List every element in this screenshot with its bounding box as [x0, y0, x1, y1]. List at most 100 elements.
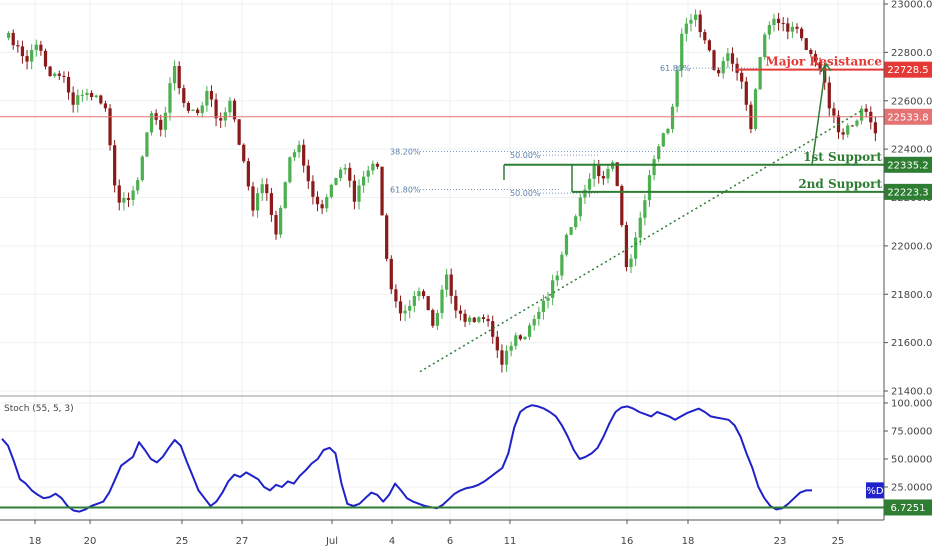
candle-body	[85, 92, 89, 96]
candle-body	[758, 57, 762, 90]
candle-body	[311, 181, 315, 197]
candle-body	[440, 289, 444, 314]
price-tag	[884, 156, 932, 173]
candle-body	[20, 46, 25, 57]
candle-body	[675, 70, 679, 107]
candle-body	[113, 145, 117, 186]
candle-body	[620, 186, 624, 226]
candle-body	[541, 300, 546, 312]
candle-body	[246, 161, 250, 187]
stoch-reference-label: 6.7251	[891, 503, 926, 514]
candle-body	[375, 163, 380, 167]
candle-body	[260, 184, 264, 194]
candle-body	[394, 289, 398, 302]
candle-body	[325, 197, 329, 209]
candle-body	[781, 23, 785, 25]
candle-body	[209, 90, 214, 100]
candle-body	[196, 109, 200, 114]
candle-body	[39, 44, 43, 51]
candle-body	[491, 321, 495, 337]
candle-body	[744, 81, 748, 105]
candle-body	[712, 50, 716, 70]
candle-body	[131, 190, 135, 200]
level-annotation: 2nd Support	[798, 177, 882, 191]
candle-body	[292, 152, 297, 158]
candle-body	[200, 105, 204, 114]
candle-body	[159, 119, 163, 130]
candle-body	[122, 198, 126, 203]
candle-body	[486, 318, 490, 322]
candle-body	[735, 63, 739, 73]
candle-body	[57, 73, 61, 76]
candle-body	[334, 178, 338, 185]
candle-body	[362, 176, 366, 186]
candle-body	[302, 144, 306, 166]
stoch-tick-label: 75.0000	[891, 427, 932, 438]
candle-body	[680, 33, 684, 71]
candle-body	[546, 297, 550, 301]
candle-body	[827, 82, 831, 109]
grid	[0, 0, 884, 520]
candle-body	[117, 185, 121, 203]
candle-body	[269, 193, 274, 216]
candle-body	[357, 185, 361, 202]
candle-body	[389, 258, 393, 290]
candle-body	[417, 291, 421, 297]
x-tick-label: 11	[504, 536, 517, 547]
candle-body	[495, 336, 499, 351]
candle-body	[578, 197, 582, 217]
y-tick-label: 21800.0	[891, 290, 932, 301]
candle-body	[431, 310, 435, 326]
candle-body	[564, 234, 569, 255]
candle-body	[458, 310, 463, 314]
candle-body	[468, 317, 472, 322]
candle-body	[634, 237, 638, 259]
candle-body	[232, 100, 237, 120]
y-tick-label: 22600.0	[891, 96, 932, 107]
candle-body	[606, 168, 610, 179]
candle-body	[403, 310, 407, 314]
candle-body	[518, 335, 522, 340]
candle-body	[237, 119, 241, 145]
candle-body	[504, 350, 509, 365]
candle-body	[306, 165, 310, 182]
candle-body	[689, 19, 693, 24]
candle-body	[670, 106, 675, 129]
stoch-tick-label: 25.0000	[891, 483, 932, 494]
candle-body	[99, 95, 103, 104]
candle-body	[693, 14, 698, 20]
candle-body	[532, 318, 536, 326]
candle-body	[601, 176, 605, 179]
candle-body	[412, 296, 416, 306]
x-tick-label: 23	[774, 536, 787, 547]
price-tag	[884, 183, 932, 200]
series-tag	[866, 482, 884, 499]
candle-body	[34, 44, 38, 51]
candle-body	[297, 144, 301, 153]
candle-body	[740, 72, 744, 82]
candle-body	[444, 274, 449, 290]
candle-body	[371, 163, 375, 171]
candle-body	[790, 26, 795, 32]
indicator-title: Stoch (55, 5, 3)	[4, 404, 74, 414]
stoch-tick-label: 50.0000	[891, 455, 932, 466]
y-tick-label: 23000.0	[891, 0, 932, 11]
fib-label: 61.80%	[660, 64, 691, 73]
candle-body	[850, 125, 854, 127]
candle-body	[587, 178, 592, 190]
candle-body	[698, 14, 702, 33]
candle-body	[53, 73, 57, 77]
x-tick-label: 25	[176, 536, 189, 547]
candle-body	[615, 162, 619, 187]
candle-body	[509, 345, 513, 351]
x-tick-label: 18	[682, 536, 695, 547]
candle-body	[136, 180, 140, 191]
candle-body	[832, 108, 836, 116]
price-tag-label: 22223.3	[887, 187, 928, 198]
stoch-line	[1, 404, 812, 513]
candle-body	[730, 53, 735, 64]
candle-body	[551, 280, 555, 298]
candle-body	[385, 215, 389, 259]
candle-body	[62, 75, 66, 77]
